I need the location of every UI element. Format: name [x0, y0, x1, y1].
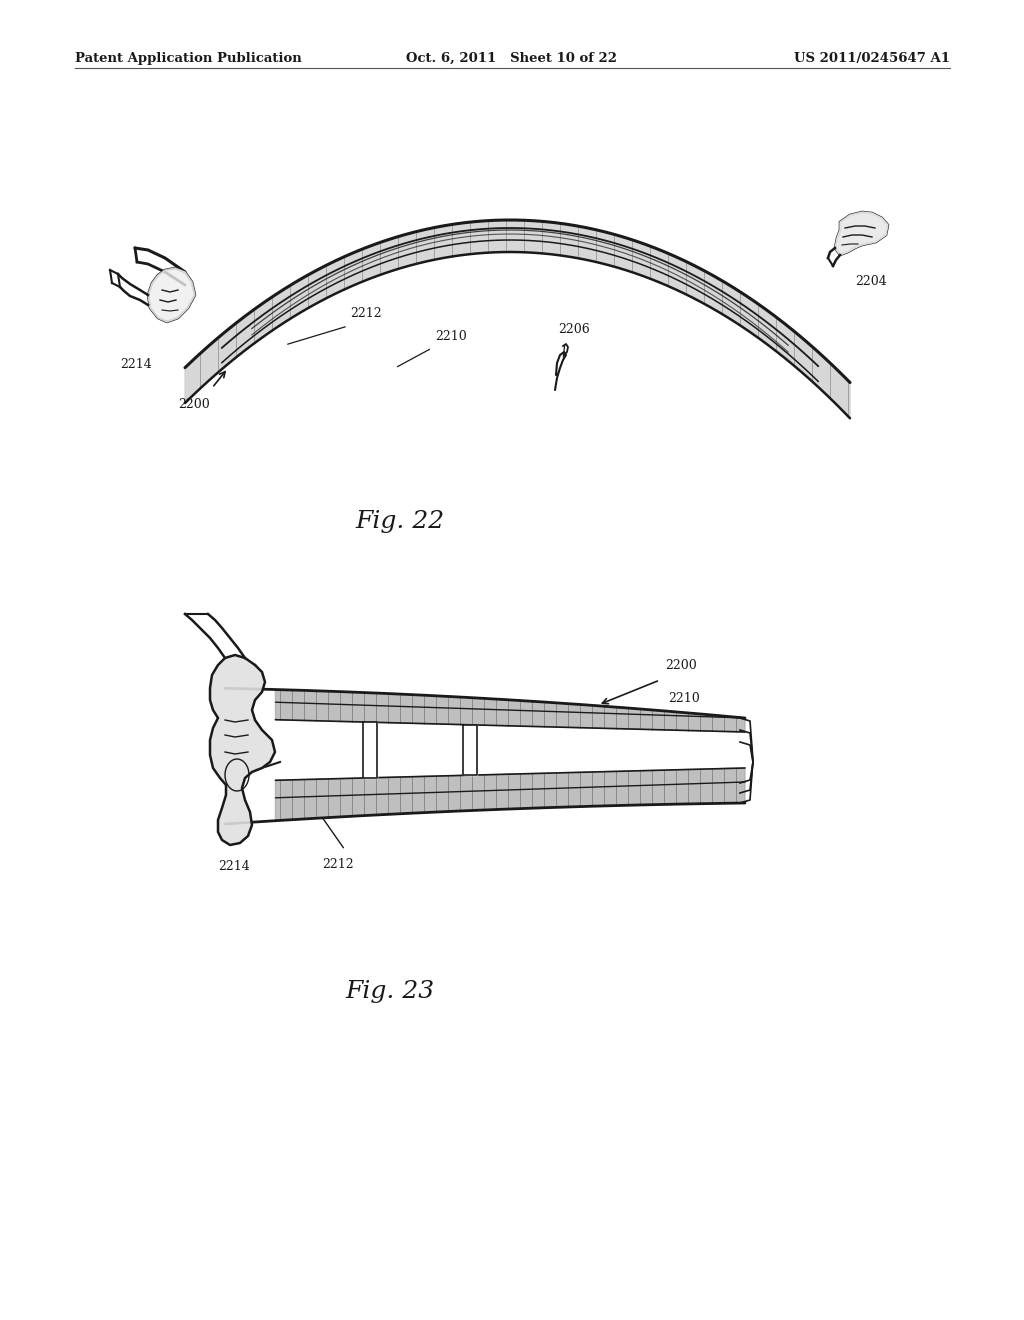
Polygon shape [463, 725, 477, 775]
Polygon shape [275, 689, 745, 733]
Text: Fig. 23: Fig. 23 [345, 979, 434, 1003]
Text: 2214: 2214 [120, 358, 152, 371]
Text: 2206: 2206 [558, 323, 590, 337]
Polygon shape [148, 268, 195, 322]
Polygon shape [185, 220, 850, 418]
Text: 2210: 2210 [435, 330, 467, 343]
Text: 2204: 2204 [855, 275, 887, 288]
Text: 2200: 2200 [665, 659, 696, 672]
Text: Patent Application Publication: Patent Application Publication [75, 51, 302, 65]
Text: 2210: 2210 [668, 692, 699, 705]
Polygon shape [835, 213, 888, 255]
Text: 2214: 2214 [218, 861, 250, 873]
Text: 2212: 2212 [323, 858, 354, 871]
Text: US 2011/0245647 A1: US 2011/0245647 A1 [794, 51, 950, 65]
Text: 2200: 2200 [178, 399, 210, 411]
Polygon shape [225, 688, 745, 824]
Polygon shape [362, 722, 377, 777]
Text: Oct. 6, 2011   Sheet 10 of 22: Oct. 6, 2011 Sheet 10 of 22 [407, 51, 617, 65]
Polygon shape [210, 655, 275, 845]
Text: 2212: 2212 [350, 308, 382, 319]
Polygon shape [275, 768, 745, 821]
Text: Fig. 22: Fig. 22 [355, 510, 444, 533]
